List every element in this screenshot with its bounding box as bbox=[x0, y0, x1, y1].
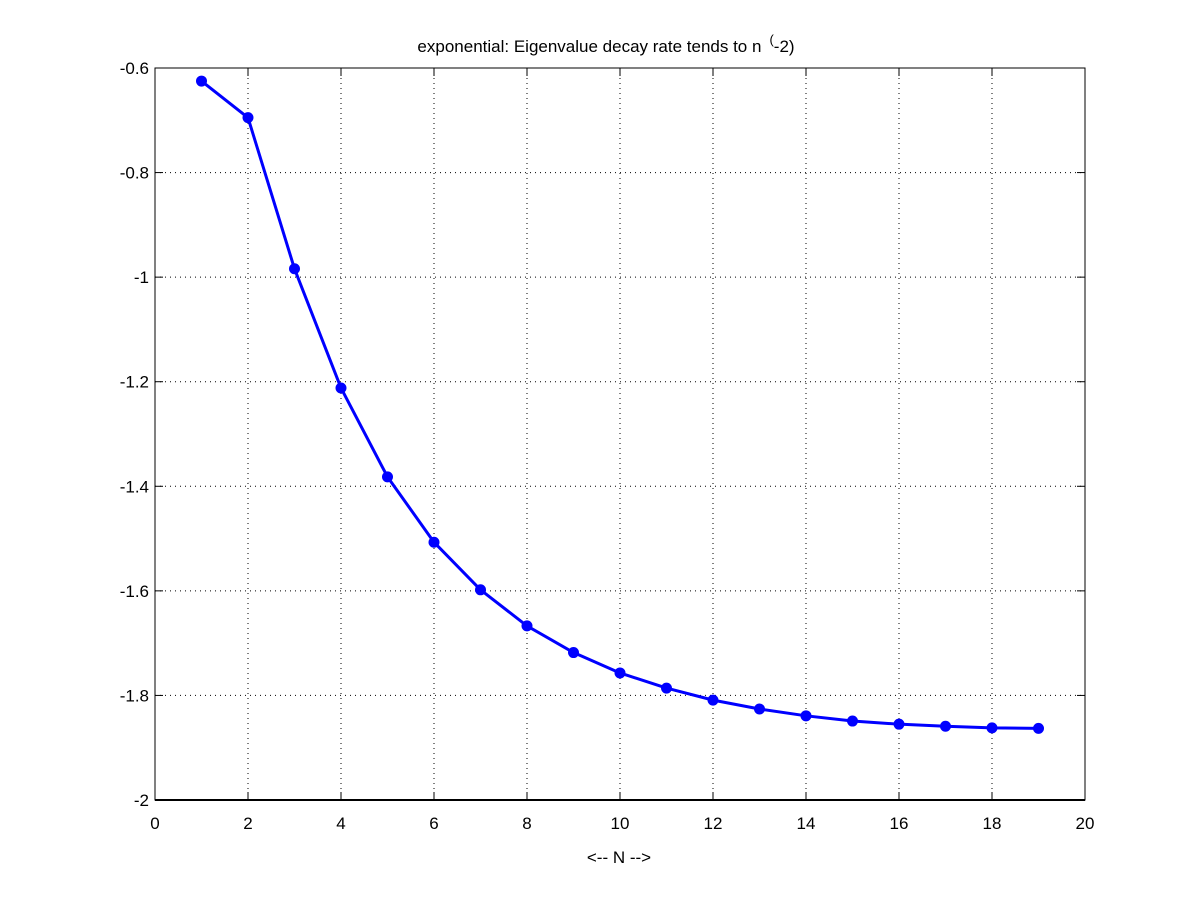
y-tick-label: -0.6 bbox=[120, 59, 149, 78]
x-tick-label: 8 bbox=[522, 814, 531, 833]
data-point bbox=[289, 263, 300, 275]
x-tick-label: 12 bbox=[704, 814, 723, 833]
data-point bbox=[847, 715, 858, 727]
y-tick-label: -1.6 bbox=[120, 582, 149, 601]
y-tick-label: -1 bbox=[134, 268, 149, 287]
chart-title-main: exponential: Eigenvalue decay rate tends… bbox=[417, 37, 761, 56]
data-point bbox=[614, 667, 626, 679]
y-tick-label: -1.2 bbox=[120, 373, 149, 392]
x-tick-label: 2 bbox=[243, 814, 252, 833]
data-point bbox=[800, 710, 812, 722]
x-tick-label: 4 bbox=[336, 814, 345, 833]
data-point bbox=[986, 722, 998, 734]
data-point bbox=[242, 112, 254, 124]
ticks: 0 2 4 6 8 10 12 14 16 18 20 -2 -1.8 -1.6 -1.4 -1.2 -1 -0.… bbox=[120, 59, 1095, 833]
x-axis-title: <-- N --> bbox=[587, 848, 651, 867]
data-point bbox=[196, 75, 207, 87]
x-tick-label: 0 bbox=[150, 814, 159, 833]
data-point bbox=[521, 620, 533, 632]
data-point bbox=[940, 720, 951, 732]
chart-title-superscript: ( bbox=[769, 32, 774, 47]
x-tick-label: 18 bbox=[983, 814, 1002, 833]
x-tick-label: 16 bbox=[890, 814, 909, 833]
grid bbox=[155, 68, 1085, 800]
x-tick-label: 20 bbox=[1076, 814, 1095, 833]
data-point bbox=[754, 703, 765, 715]
data-point bbox=[893, 718, 905, 730]
data-point bbox=[382, 471, 393, 483]
data-point bbox=[475, 584, 486, 596]
y-tick-label: -1.8 bbox=[120, 686, 149, 705]
y-tick-label: -0.8 bbox=[120, 164, 149, 183]
series-group bbox=[196, 75, 1044, 734]
data-point bbox=[1033, 722, 1044, 734]
chart-title: exponential: Eigenvalue decay rate tends… bbox=[417, 32, 794, 56]
y-tick-label: -2 bbox=[134, 791, 149, 810]
data-point bbox=[568, 647, 579, 659]
x-tick-label: 14 bbox=[797, 814, 816, 833]
x-tick-label: 6 bbox=[429, 814, 438, 833]
chart-title-suffix: -2) bbox=[774, 37, 795, 56]
x-tick-label: 10 bbox=[611, 814, 630, 833]
data-point bbox=[707, 694, 719, 706]
data-point bbox=[661, 682, 672, 694]
data-point bbox=[428, 536, 440, 548]
y-tick-label: -1.4 bbox=[120, 477, 149, 496]
data-point bbox=[335, 382, 347, 394]
